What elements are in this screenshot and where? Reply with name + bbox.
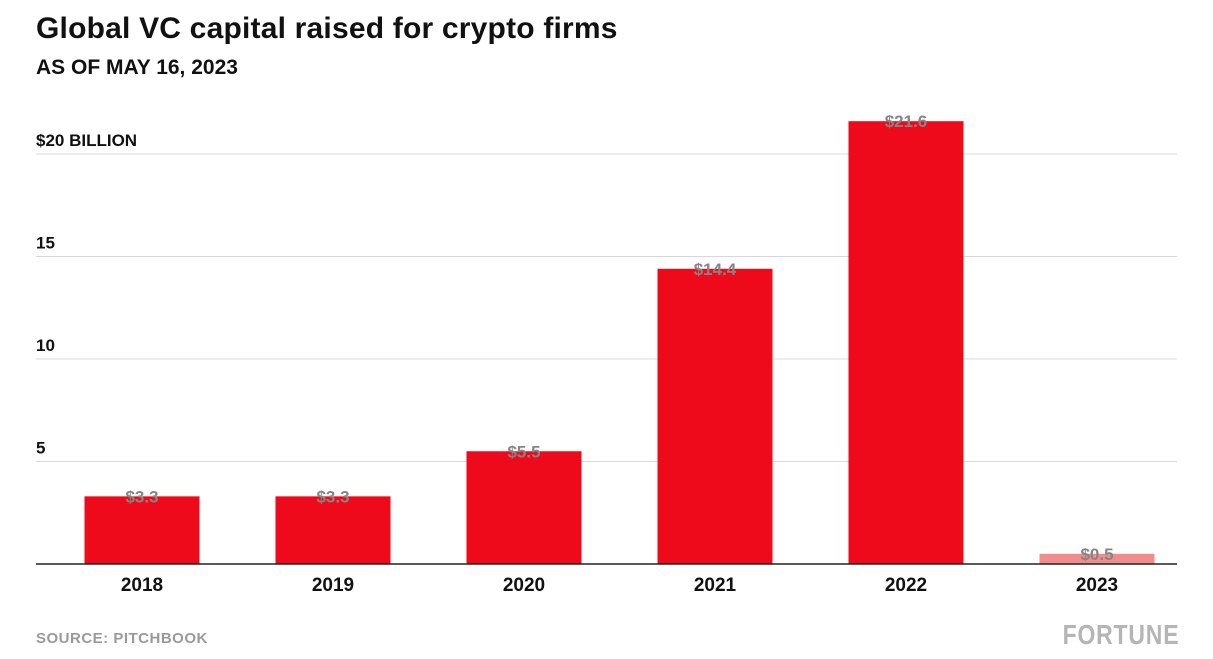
x-tick-label-2021: 2021 (694, 575, 737, 596)
bar-value-labels: $3.3 $3.3 $5.5 $14.4 $21.6 $0.5 (125, 112, 1113, 564)
bar-2018 (84, 496, 200, 564)
y-tick-label: 5 (36, 439, 45, 458)
source-note: SOURCE: PITCHBOOK (36, 630, 208, 647)
bar-2019 (275, 496, 391, 564)
fortune-logo: FORTUNE (1062, 619, 1179, 650)
y-axis-tick-labels: 5 10 15 $20 BILLION (36, 131, 137, 458)
y-tick-label: $20 BILLION (36, 131, 137, 150)
y-tick-label: 10 (36, 336, 55, 355)
value-label-2020: $5.5 (507, 442, 540, 461)
bar-2023 (1039, 553, 1155, 564)
value-label-2022: $21.6 (885, 112, 928, 131)
gridlines (36, 153, 1177, 462)
chart-title: Global VC capital raised for crypto firm… (36, 12, 618, 45)
x-tick-label-2020: 2020 (503, 575, 545, 596)
value-label-2019: $3.3 (316, 487, 349, 506)
bar-2022 (848, 121, 964, 564)
bar-2020 (466, 451, 582, 564)
bar-2021 (657, 268, 773, 564)
y-tick-label: 15 (36, 234, 55, 253)
value-label-2021: $14.4 (694, 260, 737, 279)
chart-subtitle: AS OF MAY 16, 2023 (36, 56, 238, 79)
x-tick-label-2023: 2023 (1076, 575, 1118, 596)
x-tick-label-2022: 2022 (885, 575, 927, 596)
x-tick-label-2019: 2019 (312, 575, 354, 596)
x-axis-tick-labels: 2018 2019 2020 2021 2022 2023 (121, 575, 1118, 596)
value-label-2018: $3.3 (125, 487, 158, 506)
x-tick-label-2018: 2018 (121, 575, 163, 596)
value-label-2023: $0.5 (1080, 545, 1113, 564)
bars (84, 121, 1155, 564)
